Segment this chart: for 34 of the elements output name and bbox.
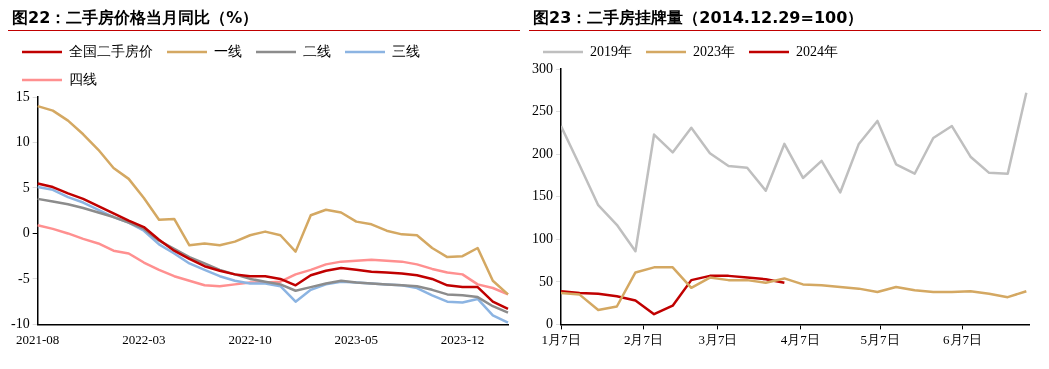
chart-title: 图22：二手房价格当月同比（%） [8,8,520,31]
y-tick-label: 250 [532,103,553,119]
legend-label: 四线 [69,71,97,87]
x-tick-label: 2021-08 [15,331,60,347]
x-tick-label: 3月7日 [698,331,738,347]
x-tick-label: 2022-03 [122,331,166,347]
legend-label: 2019年 [590,43,632,59]
legend-label: 一线 [214,43,242,59]
chart-title: 图23：二手房挂牌量（2014.12.29=100） [529,8,1041,31]
x-tick-label: 2023-12 [440,331,485,347]
y-tick-label: 15 [15,88,30,104]
y-tick-label: 10 [15,134,30,150]
y-tick-label: 300 [532,60,553,76]
y-tick-label: 0 [22,225,30,241]
x-tick-label: 2023-05 [334,331,378,347]
y-tick-label: 100 [532,230,553,246]
y-tick-label: -10 [10,316,30,332]
legend-label: 2024年 [796,43,838,59]
y-tick-label: -5 [17,270,30,286]
y-tick-label: 150 [532,188,553,204]
x-tick-label: 5月7日 [860,331,900,347]
y-tick-label: 50 [539,273,553,289]
y-tick-label: 0 [546,316,553,332]
x-tick-label: 1月7日 [541,331,581,347]
x-tick-label: 4月7日 [780,331,820,347]
legend-label: 二线 [303,43,331,59]
y-tick-label: 200 [532,145,553,161]
x-tick-label: 2022-10 [228,331,272,347]
x-tick-label: 6月7日 [943,331,983,347]
x-tick-label: 2月7日 [623,331,663,347]
y-tick-label: 5 [22,179,30,195]
legend-label: 全国二手房价 [69,43,153,59]
legend-label: 三线 [392,43,420,59]
legend-label: 2023年 [693,43,735,59]
